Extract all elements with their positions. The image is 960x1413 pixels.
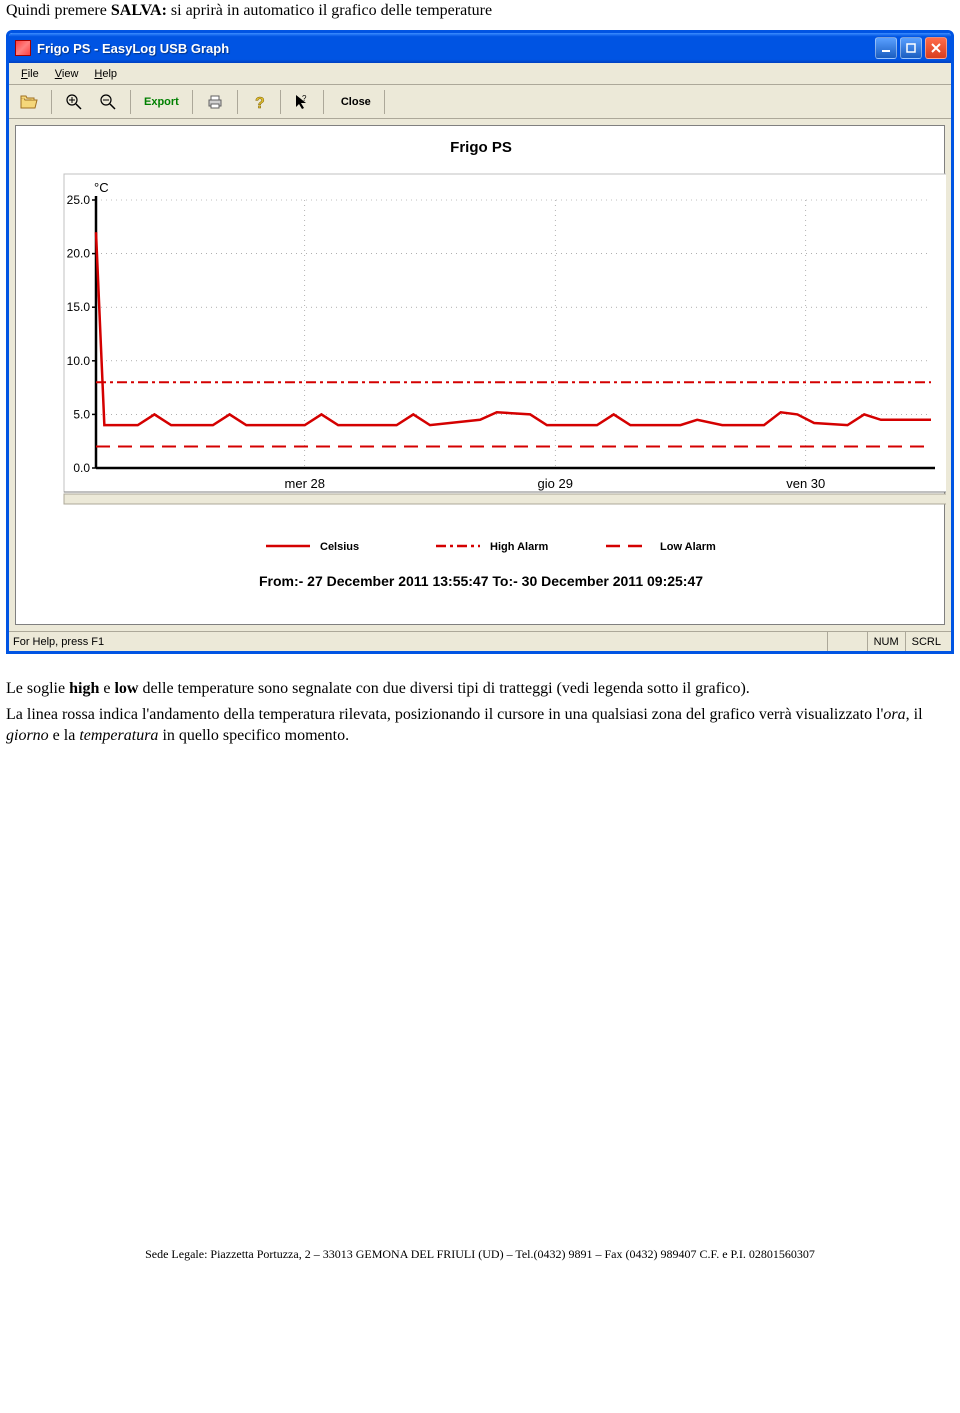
svg-text:25.0: 25.0: [67, 193, 91, 207]
p2g: in quello specifico momento.: [158, 727, 349, 744]
status-scrl: SCRL: [905, 632, 947, 651]
footer: Sede Legale: Piazzetta Portuzza, 2 – 330…: [6, 1247, 954, 1282]
intro-suffix: si aprirà in automatico il grafico delle…: [167, 2, 492, 19]
zoom-in-icon: [65, 93, 83, 111]
p1b: high: [69, 680, 99, 697]
menubar: File View Help: [9, 63, 951, 85]
temperature-chart: Frigo PS °C 0.0 5.0 10.0 15.0 20.0 25.0 mer 28 gi…: [16, 126, 946, 624]
open-button[interactable]: [13, 89, 45, 115]
export-button[interactable]: Export: [137, 89, 186, 115]
svg-text:5.0: 5.0: [73, 407, 90, 421]
p2d: giorno: [6, 727, 49, 744]
pointer-button[interactable]: ?: [287, 89, 317, 115]
svg-text:ven 30: ven 30: [786, 476, 825, 491]
app-icon: [15, 40, 31, 56]
chart-panel: Frigo PS °C 0.0 5.0 10.0 15.0 20.0 25.0 mer 28 gi…: [15, 125, 945, 625]
toolbar-separator: [51, 90, 52, 114]
intro-paragraph: Quindi premere SALVA: si aprirà in autom…: [6, 2, 954, 20]
app-window: Frigo PS - EasyLog USB Graph File View H…: [6, 30, 954, 654]
menu-view[interactable]: View: [47, 68, 87, 80]
minimize-button[interactable]: [875, 37, 897, 59]
intro-bold: SALVA:: [111, 2, 167, 19]
status-help: For Help, press F1: [13, 636, 827, 648]
toolbar-separator: [192, 90, 193, 114]
statusbar: For Help, press F1 NUM SCRL: [9, 631, 951, 651]
svg-text:Frigo PS: Frigo PS: [450, 139, 512, 156]
svg-text:mer 28: mer 28: [285, 476, 325, 491]
status-num: NUM: [867, 632, 905, 651]
svg-text:15.0: 15.0: [67, 300, 91, 314]
p2c: , il: [906, 706, 923, 723]
p2a: La linea rossa indica l'andamento della …: [6, 706, 883, 723]
zoom-in-button[interactable]: [58, 89, 90, 115]
p1e: delle temperature sono segnalate con due…: [138, 680, 749, 697]
p1d: low: [114, 680, 138, 697]
svg-text:Celsius: Celsius: [320, 541, 359, 553]
export-label: Export: [144, 96, 179, 108]
chart-area: Frigo PS °C 0.0 5.0 10.0 15.0 20.0 25.0 mer 28 gi…: [9, 119, 951, 631]
svg-text:?: ?: [255, 95, 265, 110]
zoom-out-icon: [99, 93, 117, 111]
toolbar-separator: [237, 90, 238, 114]
maximize-icon: [906, 43, 916, 53]
minimize-icon: [881, 43, 891, 53]
zoom-out-button[interactable]: [92, 89, 124, 115]
svg-text:Low Alarm: Low Alarm: [660, 541, 716, 553]
close-icon: [931, 43, 941, 53]
maximize-button[interactable]: [900, 37, 922, 59]
toolbar-separator: [323, 90, 324, 114]
svg-text:From:- 27 December 2011 13:55: From:- 27 December 2011 13:55:47 To:- 30…: [259, 573, 703, 589]
p1c: e: [99, 680, 114, 697]
svg-text:gio 29: gio 29: [538, 476, 573, 491]
p2b: ora: [883, 706, 905, 723]
svg-text:?: ?: [302, 94, 307, 103]
toolbar-separator: [280, 90, 281, 114]
printer-icon: [206, 94, 224, 110]
close-label: Close: [341, 96, 371, 108]
svg-text:°C: °C: [94, 180, 109, 195]
close-window-button[interactable]: [925, 37, 947, 59]
svg-text:10.0: 10.0: [67, 354, 91, 368]
body-text: Le soglie high e low delle temperature s…: [6, 678, 954, 747]
folder-open-icon: [20, 94, 38, 110]
toolbar-separator: [384, 90, 385, 114]
titlebar: Frigo PS - EasyLog USB Graph: [9, 33, 951, 63]
toolbar: Export ? ?: [9, 85, 951, 119]
menu-help[interactable]: Help: [86, 68, 125, 80]
help-button[interactable]: ?: [244, 89, 274, 115]
window-controls: [875, 37, 947, 59]
svg-text:20.0: 20.0: [67, 247, 91, 261]
p1a: Le soglie: [6, 680, 69, 697]
toolbar-separator: [130, 90, 131, 114]
svg-text:0.0: 0.0: [73, 461, 90, 475]
menu-file[interactable]: File: [13, 68, 47, 80]
p2f: temperatura: [79, 727, 158, 744]
intro-prefix: Quindi premere: [6, 2, 111, 19]
status-empty1: [827, 632, 867, 651]
pointer-icon: ?: [294, 93, 310, 111]
close-graph-button[interactable]: Close: [330, 89, 378, 115]
svg-text:High Alarm: High Alarm: [490, 541, 548, 553]
p2e: e la: [49, 727, 80, 744]
window-title: Frigo PS - EasyLog USB Graph: [37, 41, 875, 56]
print-button[interactable]: [199, 89, 231, 115]
help-icon: ?: [251, 94, 267, 110]
